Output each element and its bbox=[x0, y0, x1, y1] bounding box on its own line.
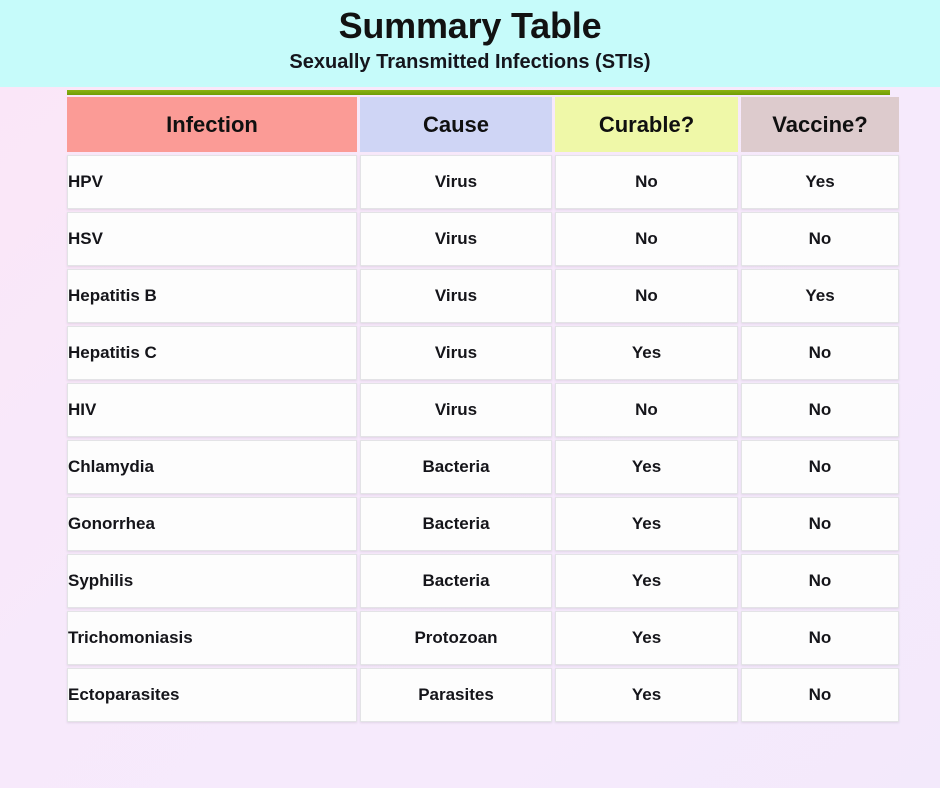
cell-cause: Bacteria bbox=[360, 554, 552, 608]
cell-cause: Virus bbox=[360, 155, 552, 209]
cell-curable: Yes bbox=[555, 554, 738, 608]
cell-cause: Bacteria bbox=[360, 440, 552, 494]
cell-curable: No bbox=[555, 212, 738, 266]
cell-vaccine: Yes bbox=[741, 155, 899, 209]
cell-cause: Bacteria bbox=[360, 497, 552, 551]
cell-vaccine: No bbox=[741, 668, 899, 722]
cell-vaccine: No bbox=[741, 554, 899, 608]
cell-infection: HPV bbox=[67, 155, 357, 209]
table-row: Hepatitis B Virus No Yes bbox=[67, 269, 899, 323]
cell-vaccine: No bbox=[741, 611, 899, 665]
table-row: Trichomoniasis Protozoan Yes No bbox=[67, 611, 899, 665]
cell-infection: Trichomoniasis bbox=[67, 611, 357, 665]
table-body: HPV Virus No Yes HSV Virus No No Hepatitis B Viru… bbox=[67, 155, 899, 722]
cell-infection: Gonorrhea bbox=[67, 497, 357, 551]
cell-cause: Virus bbox=[360, 383, 552, 437]
cell-infection: HIV bbox=[67, 383, 357, 437]
cell-curable: Yes bbox=[555, 326, 738, 380]
cell-vaccine: No bbox=[741, 326, 899, 380]
table-header-row: Infection Cause Curable? Vaccine? bbox=[67, 97, 899, 152]
cell-curable: Yes bbox=[555, 611, 738, 665]
table-row: HPV Virus No Yes bbox=[67, 155, 899, 209]
table-row: HSV Virus No No bbox=[67, 212, 899, 266]
cell-curable: No bbox=[555, 155, 738, 209]
cell-curable: No bbox=[555, 383, 738, 437]
summary-table-container: Infection Cause Curable? Vaccine? HPV Vir… bbox=[67, 90, 899, 725]
cell-vaccine: Yes bbox=[741, 269, 899, 323]
column-header-infection[interactable]: Infection bbox=[67, 97, 357, 152]
cell-curable: Yes bbox=[555, 440, 738, 494]
cell-infection: Ectoparasites bbox=[67, 668, 357, 722]
summary-table: Infection Cause Curable? Vaccine? HPV Vir… bbox=[64, 94, 902, 725]
cell-infection: Hepatitis B bbox=[67, 269, 357, 323]
cell-vaccine: No bbox=[741, 383, 899, 437]
table-header: Infection Cause Curable? Vaccine? bbox=[67, 97, 899, 152]
column-header-curable[interactable]: Curable? bbox=[555, 97, 738, 152]
table-top-rule bbox=[67, 90, 890, 95]
cell-infection: Chlamydia bbox=[67, 440, 357, 494]
table-row: Ectoparasites Parasites Yes No bbox=[67, 668, 899, 722]
header-banner: Summary Table Sexually Transmitted Infec… bbox=[0, 0, 940, 87]
cell-cause: Virus bbox=[360, 212, 552, 266]
cell-cause: Virus bbox=[360, 326, 552, 380]
cell-infection: HSV bbox=[67, 212, 357, 266]
cell-curable: Yes bbox=[555, 497, 738, 551]
cell-cause: Virus bbox=[360, 269, 552, 323]
column-header-cause[interactable]: Cause bbox=[360, 97, 552, 152]
cell-curable: Yes bbox=[555, 668, 738, 722]
table-row: HIV Virus No No bbox=[67, 383, 899, 437]
cell-cause: Parasites bbox=[360, 668, 552, 722]
table-row: Chlamydia Bacteria Yes No bbox=[67, 440, 899, 494]
page-title: Summary Table bbox=[338, 5, 602, 46]
table-row: Gonorrhea Bacteria Yes No bbox=[67, 497, 899, 551]
cell-vaccine: No bbox=[741, 212, 899, 266]
cell-vaccine: No bbox=[741, 497, 899, 551]
table-row: Hepatitis C Virus Yes No bbox=[67, 326, 899, 380]
page-subtitle: Sexually Transmitted Infections (STIs) bbox=[289, 51, 651, 73]
cell-infection: Hepatitis C bbox=[67, 326, 357, 380]
cell-vaccine: No bbox=[741, 440, 899, 494]
table-row: Syphilis Bacteria Yes No bbox=[67, 554, 899, 608]
cell-infection: Syphilis bbox=[67, 554, 357, 608]
column-header-vaccine[interactable]: Vaccine? bbox=[741, 97, 899, 152]
cell-curable: No bbox=[555, 269, 738, 323]
cell-cause: Protozoan bbox=[360, 611, 552, 665]
